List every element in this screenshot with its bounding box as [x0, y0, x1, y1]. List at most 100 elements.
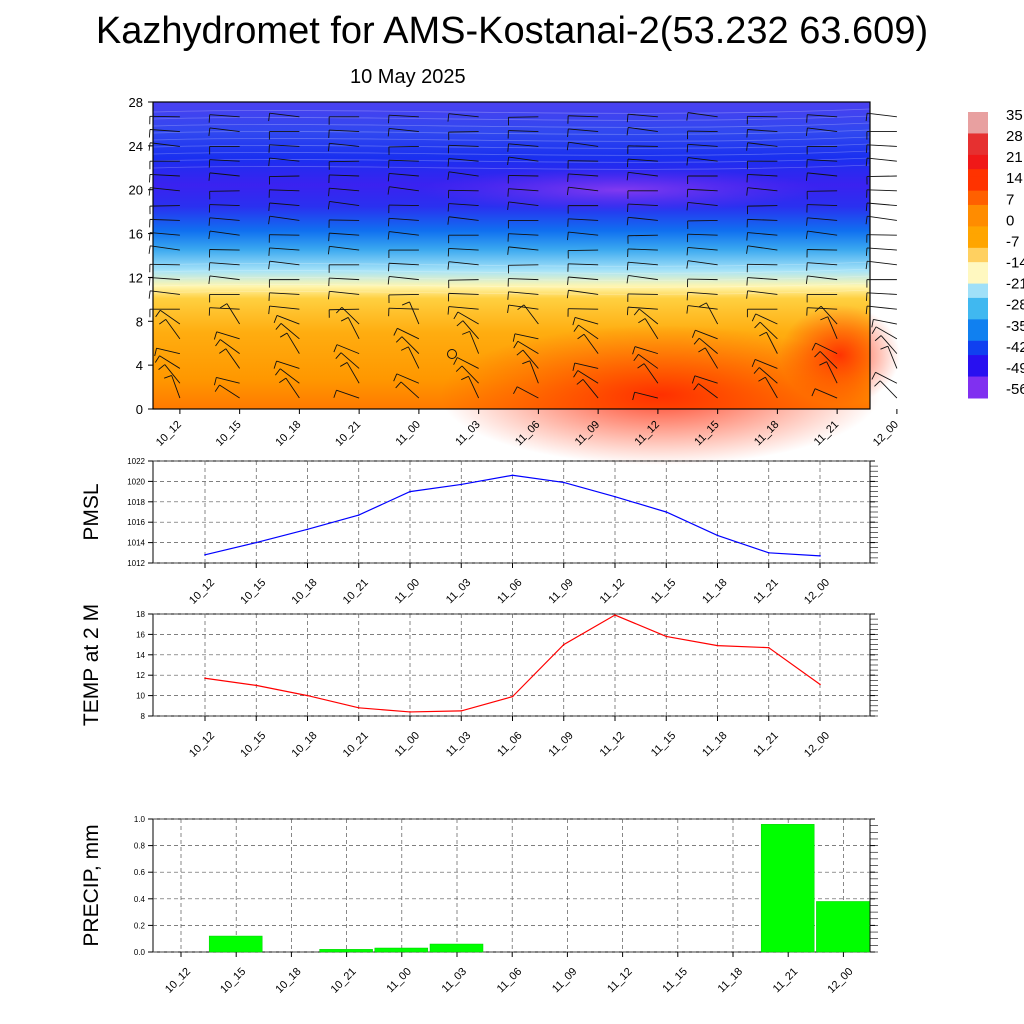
- wind-barb-flag: [148, 290, 151, 299]
- wind-barb: [407, 346, 420, 369]
- wind-barb: [329, 187, 360, 192]
- wind-barb-flag: [814, 305, 822, 312]
- x-tick-label: 12_00: [802, 730, 832, 760]
- wind-barb: [807, 275, 838, 281]
- wind-barb-flag: [447, 171, 450, 180]
- wind-barb: [529, 360, 539, 384]
- wind-barb-flag: [567, 232, 569, 241]
- wind-barb: [687, 130, 718, 133]
- wind-barb-flag: [335, 352, 342, 360]
- precip-bar: [760, 824, 815, 953]
- chart-date: 10 May 2025: [350, 66, 466, 88]
- wind-barb-flag: [573, 324, 579, 332]
- temp-point: [409, 711, 411, 713]
- warm-region: [440, 325, 880, 465]
- pmsl-point: [357, 514, 360, 516]
- wind-barb-flag: [880, 345, 889, 350]
- wind-barb-flag: [208, 172, 211, 181]
- wind-barb-flag: [208, 230, 211, 240]
- wind-barb: [508, 130, 539, 133]
- colorbar-label: 14: [1006, 170, 1023, 187]
- colorbar-segment: [968, 183, 988, 192]
- heatmap-x-tick-label: 10_15: [214, 419, 244, 449]
- wind-barb-flag: [572, 362, 576, 371]
- y-tick-label: 10: [136, 692, 145, 701]
- wind-barb: [634, 346, 659, 355]
- wind-barb: [149, 232, 180, 236]
- wind-barb-flag: [746, 277, 748, 286]
- x-tick-label: 10_12: [163, 966, 193, 996]
- wind-barb-flag: [691, 330, 696, 338]
- wind-barb: [149, 115, 180, 118]
- wind-barb: [758, 367, 778, 384]
- wind-barb-flag: [387, 276, 390, 285]
- wind-barb: [875, 371, 898, 384]
- wind-barb: [150, 142, 180, 147]
- x-tick-label: 10_12: [187, 730, 217, 760]
- wind-barb: [747, 277, 778, 281]
- wind-barb-flag: [516, 349, 524, 356]
- x-tick-label: 11_12: [598, 730, 628, 760]
- wind-barb: [329, 142, 360, 147]
- wind-barb: [747, 142, 778, 147]
- wind-barb: [627, 248, 658, 251]
- wind-barb: [388, 262, 419, 266]
- wind-barb-flag: [699, 302, 707, 307]
- y-tick-label: 0.6: [134, 868, 146, 877]
- wind-barb-flag: [148, 142, 151, 151]
- wind-barb-flag: [576, 379, 584, 385]
- wind-barb: [747, 290, 778, 295]
- colorbar-label: -49: [1006, 360, 1024, 377]
- wind-barb-flag: [513, 341, 519, 349]
- wind-barb: [389, 276, 419, 281]
- wind-barb: [827, 316, 838, 340]
- colorbar-label: 21: [1006, 149, 1023, 166]
- colorbar-segment: [968, 119, 988, 127]
- wind-barb: [694, 375, 718, 384]
- temp-point: [460, 710, 463, 712]
- colorbar-segment: [968, 355, 988, 363]
- wind-barb-flag: [333, 390, 337, 398]
- wind-barb-flag: [874, 380, 881, 387]
- wind-barb: [698, 337, 718, 354]
- temp-point: [306, 694, 309, 697]
- wind-barb-flag: [400, 346, 409, 351]
- wind-barb-flag: [447, 261, 450, 270]
- x-tick-label: 11_21: [771, 966, 801, 996]
- wind-barb-flag: [507, 188, 509, 197]
- wind-barb-flag: [811, 388, 816, 397]
- wind-barb: [687, 233, 718, 236]
- x-tick-label: 10_12: [187, 577, 217, 607]
- wind-barb: [747, 232, 778, 236]
- x-tick-label: 11_03: [444, 730, 474, 760]
- wind-barb: [695, 329, 718, 340]
- colorbar-segment: [968, 162, 988, 170]
- wind-barb: [747, 263, 778, 266]
- wind-barb: [866, 234, 897, 236]
- wind-barb-flag: [393, 373, 398, 382]
- wind-barb: [159, 309, 181, 325]
- y-tick-label: 1022: [127, 457, 145, 466]
- pmsl-point: [409, 490, 411, 493]
- wind-barb-flag: [507, 201, 510, 210]
- y-tick-label: 12: [136, 671, 145, 680]
- x-tick-label: 10_18: [290, 730, 320, 760]
- wind-barb: [568, 160, 599, 162]
- y-axis-label: PMSL: [80, 483, 103, 540]
- x-tick-label: 11_00: [393, 577, 423, 607]
- wind-barb-flag: [871, 319, 874, 328]
- wind-barb: [766, 332, 778, 354]
- wind-barb-flag: [820, 316, 828, 321]
- wind-barb-flag: [455, 365, 463, 372]
- y-axis-label: PRECIP, mm: [80, 824, 103, 946]
- wind-barb-flag: [507, 291, 509, 300]
- wind-barb-flag: [507, 304, 510, 314]
- y-tick-label: 18: [136, 610, 145, 619]
- wind-barb: [568, 218, 599, 221]
- x-tick-label: 12_00: [825, 966, 855, 996]
- wind-barb-flag: [805, 127, 808, 136]
- wind-barb-flag: [746, 187, 748, 196]
- wind-barb: [747, 245, 778, 251]
- colorbar-segment: [968, 212, 988, 220]
- wind-barb-flag: [447, 113, 450, 122]
